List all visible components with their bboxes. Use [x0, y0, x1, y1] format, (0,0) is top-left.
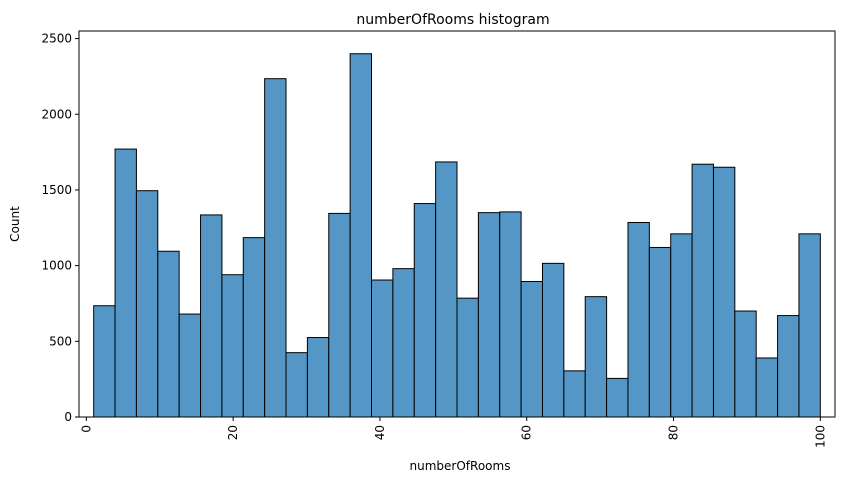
- y-tick-label: 1500: [41, 183, 72, 197]
- histogram-bar: [670, 233, 693, 418]
- histogram-bar: [627, 221, 650, 418]
- x-tick-label: 80: [667, 425, 681, 440]
- chart-title: numberOfRooms histogram: [356, 12, 549, 28]
- x-tick-label: 60: [520, 425, 534, 440]
- histogram-bar: [456, 297, 479, 418]
- x-tick-label: 40: [373, 425, 387, 440]
- histogram-bar: [606, 377, 629, 418]
- histogram-bar: [541, 262, 565, 418]
- histogram-bar: [435, 161, 458, 418]
- histogram-bar: [285, 352, 308, 418]
- histogram-bar: [200, 214, 223, 418]
- histogram-bar: [712, 166, 736, 418]
- histogram-bar: [734, 310, 757, 418]
- histogram-bar: [93, 305, 116, 418]
- y-tick-label: 0: [64, 410, 72, 424]
- histogram-bar: [520, 281, 543, 418]
- histogram-bar: [178, 313, 202, 418]
- histogram-bar: [242, 237, 266, 418]
- histogram-bar: [264, 78, 287, 418]
- histogram-bar: [221, 274, 244, 418]
- histogram-bar: [349, 53, 373, 418]
- histogram-bar: [328, 212, 351, 418]
- x-tick-label: 20: [226, 425, 240, 440]
- histogram-bar: [306, 337, 330, 418]
- x-tick-label: 100: [813, 425, 827, 448]
- histogram-bar: [371, 279, 394, 418]
- histogram-bar: [584, 296, 608, 418]
- histogram-bar: [777, 315, 800, 418]
- y-tick-label: 2500: [41, 32, 72, 46]
- histogram-bar: [135, 190, 159, 418]
- x-axis-title: numberOfRooms: [410, 459, 511, 473]
- histogram-bar: [755, 357, 779, 418]
- histogram-bar: [114, 148, 137, 418]
- histogram-bar: [413, 203, 437, 418]
- histogram-bar: [563, 370, 586, 418]
- bars-layer: [93, 53, 821, 418]
- y-tick-label: 500: [49, 334, 72, 348]
- x-tick-label: 0: [79, 425, 93, 433]
- histogram-bar: [798, 233, 821, 418]
- histogram-bar: [691, 163, 714, 418]
- histogram-bar: [648, 246, 672, 418]
- plot-frame: [78, 30, 836, 418]
- histogram-bar: [157, 250, 180, 418]
- y-tick-label: 1000: [41, 259, 72, 273]
- y-axis-title: Count: [8, 206, 22, 242]
- histogram-bar: [499, 211, 522, 418]
- histogram-bar: [477, 212, 501, 418]
- histogram-bar: [392, 268, 415, 418]
- y-tick-label: 2000: [41, 107, 72, 121]
